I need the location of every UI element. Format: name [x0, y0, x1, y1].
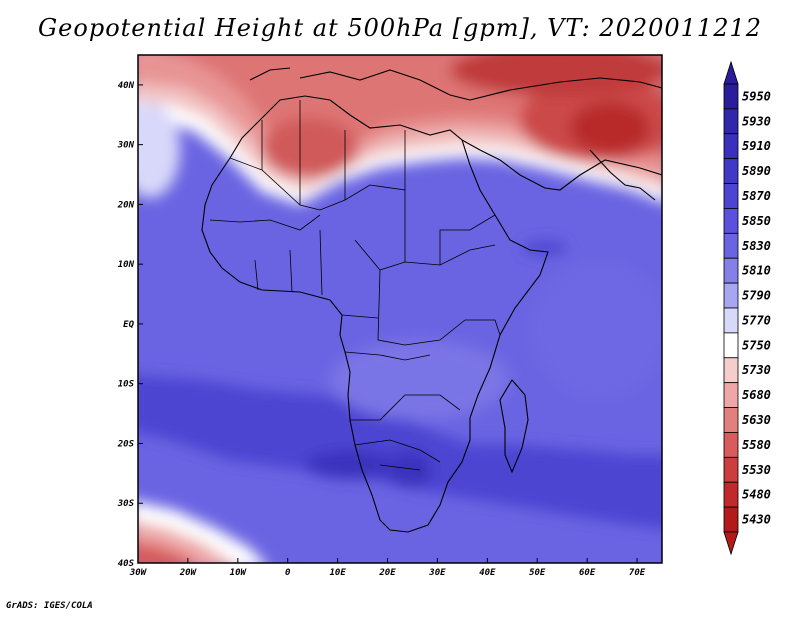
lon-tick-label: 20E: [378, 568, 396, 578]
lon-tick-label: 30E: [428, 568, 446, 578]
coastlines: [201, 67, 662, 533]
map-title: Geopotential Height at 500hPa [gpm], VT:…: [38, 14, 762, 42]
colorbar-box: [723, 83, 739, 110]
colorbar-box: [723, 407, 739, 433]
grads-credit: GrADS: IGES/COLA: [6, 601, 93, 611]
lat-tick-label: 40N: [118, 81, 135, 91]
colorbar-box: [723, 232, 739, 259]
lon-tick-label: 10W: [230, 568, 248, 578]
colorbar-box: [723, 456, 739, 483]
colorbar-box: [723, 307, 739, 334]
lon-tick-label: 0: [285, 568, 291, 578]
colorbar-box: [723, 481, 739, 508]
lat-tick-label: 20S: [117, 439, 135, 449]
colorbar-box: [723, 357, 739, 384]
lon-tick-label: 10E: [329, 568, 346, 578]
colorbar-box: [723, 332, 739, 359]
lat-tick-label: 40S: [118, 559, 135, 569]
lon-tick-label: 60E: [579, 568, 596, 578]
colorbar-level-label: 5750: [742, 338, 771, 352]
lat-tick-label: 30N: [117, 141, 135, 151]
lat-tick-label: 10S: [118, 380, 135, 390]
colorbar-level-label: 5870: [742, 189, 771, 203]
longitude-ticks: 30W 20W 10W 0 10E 20E 30E 40E 50E 60E 70E: [129, 558, 646, 578]
lon-tick-label: 40E: [479, 568, 496, 578]
colorbar-level-label: 5680: [742, 388, 771, 402]
colorbar-box: [723, 282, 739, 309]
country-borders: [209, 100, 501, 471]
colorbar-level-label: 5770: [742, 313, 771, 327]
colorbar-level-label: 5430: [742, 513, 771, 527]
height-field: [138, 55, 662, 563]
colorbar-level-label: 5630: [742, 413, 771, 427]
lon-tick-label: 70E: [629, 568, 646, 578]
lon-tick-label: 20W: [179, 568, 198, 578]
colorbar-box: [723, 506, 739, 533]
colorbar-level-label: 5810: [742, 264, 771, 278]
colorbar-level-label: 5930: [742, 114, 771, 128]
colorbar-level-label: 5580: [742, 438, 771, 452]
colorbar-level-label: 5950: [742, 89, 771, 103]
colorbar-box: [723, 158, 739, 184]
colorbar-max-arrow: [723, 60, 739, 85]
lat-tick-label: 30S: [117, 499, 135, 509]
lat-tick-label: 10N: [118, 260, 135, 270]
lat-tick-label: EQ: [123, 320, 134, 330]
colorbar-box: [723, 382, 739, 408]
lon-tick-label: 30W: [129, 568, 148, 578]
colorbar-min-arrow: [723, 531, 739, 556]
latitude-ticks: 40N 30N 20N 10N EQ 10S 20S 30S 40S: [117, 81, 143, 569]
colorbar-level-label: 5850: [742, 214, 771, 228]
lat-tick-label: 20N: [117, 200, 135, 210]
colorbar-level-label: 5830: [742, 239, 771, 253]
map-frame: [137, 54, 663, 564]
colorbar-level-label: 5910: [742, 139, 771, 153]
colorbar-level-label: 5480: [742, 488, 771, 502]
colorbar-boxes: [723, 60, 739, 556]
colorbar-level-label: 5790: [742, 289, 771, 303]
colorbar-level-label: 5530: [742, 463, 771, 477]
colorbar-box: [723, 183, 739, 209]
colorbar-box: [723, 432, 739, 458]
colorbar-level-label: 5730: [742, 363, 771, 377]
lon-tick-label: 50E: [529, 568, 546, 578]
colorbar-labels: 5950 5930 5910 5890 5870 5850 5830 5810 5790 5770…: [742, 89, 771, 526]
colorbar-box: [723, 257, 739, 284]
colorbar-box: [723, 133, 739, 160]
colorbar-box: [723, 208, 739, 234]
colorbar-box: [723, 108, 739, 135]
colorbar-level-label: 5890: [742, 164, 771, 178]
